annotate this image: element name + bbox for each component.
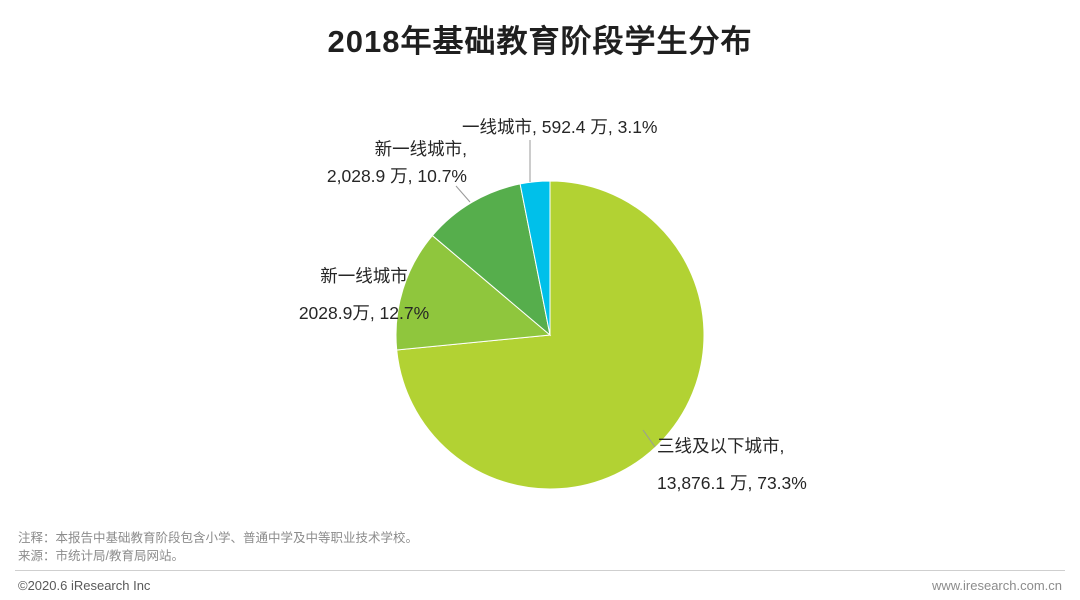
label-new-tier1-line1: 新一线城市,	[374, 139, 467, 159]
label-tier3-line2: 13,876.1 万, 73.3%	[657, 473, 807, 493]
label-new-tier1-line2: 2,028.9 万, 10.7%	[326, 166, 467, 186]
label-tier3-and-below-cities: 三线及以下城市, 13,876.1 万, 73.3%	[657, 428, 807, 502]
label-new-tier1-cities-2: 新一线城市 2028.9万, 12.7%	[280, 258, 448, 332]
footnotes: 注释：本报告中基础教育阶段包含小学、普通中学及中等职业技术学校。 来源：市统计局…	[18, 529, 418, 565]
label-tier3-line1: 三线及以下城市,	[657, 436, 785, 456]
pie-chart	[395, 180, 705, 490]
footer-divider	[15, 570, 1065, 571]
pie-slice-1	[395, 234, 552, 351]
note-source: 来源：市统计局/教育局网站。	[18, 549, 184, 563]
label-new-tier1-2-line2: 2028.9万, 12.7%	[298, 303, 430, 323]
label-tier1-line1: 一线城市, 592.4 万, 3.1%	[462, 117, 658, 137]
label-new-tier1-2-line1: 新一线城市	[320, 266, 408, 286]
label-new-tier1-cities: 新一线城市, 2,028.9 万, 10.7%	[267, 136, 467, 190]
chart-title: 2018年基础教育阶段学生分布	[327, 24, 753, 59]
website-link[interactable]: www.iresearch.com.cn	[931, 578, 1062, 593]
label-tier1-cities: 一线城市, 592.4 万, 3.1%	[462, 114, 658, 139]
pie-slice-3	[519, 180, 551, 336]
pie-slice-2	[431, 183, 551, 337]
note-annotation: 注释：本报告中基础教育阶段包含小学、普通中学及中等职业技术学校。	[18, 531, 419, 545]
copyright-text: ©2020.6 iResearch Inc	[18, 578, 151, 593]
footer: ©2020.6 iResearch Inc www.iresearch.com.…	[18, 578, 1062, 593]
